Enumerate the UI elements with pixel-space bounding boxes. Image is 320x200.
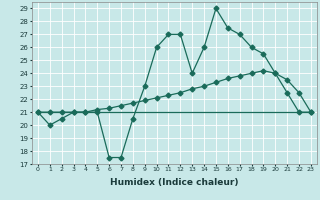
X-axis label: Humidex (Indice chaleur): Humidex (Indice chaleur) [110,178,239,187]
